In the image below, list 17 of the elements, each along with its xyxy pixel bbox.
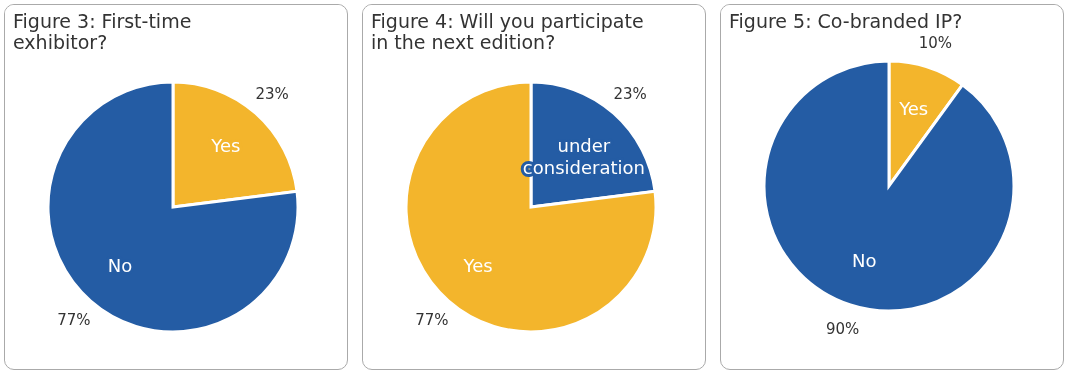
data-label: 10% (918, 34, 953, 53)
chart-title: Figure 4: Will you participate in the next edition? (371, 10, 644, 53)
data-label: 77% (415, 310, 449, 329)
data-label: 90% (825, 319, 860, 338)
data-label: 77% (57, 310, 91, 329)
chart-title: Figure 3: First-time exhibitor? (13, 10, 192, 53)
slice-label: Yes (210, 134, 241, 156)
chart-title: Figure 5: Co-branded IP? (729, 10, 963, 32)
slice-label: Yes (462, 255, 493, 277)
pie-slice (46, 80, 300, 334)
slice-label: No (852, 250, 877, 272)
pie-slice (762, 59, 1016, 313)
data-label: 23% (613, 85, 647, 104)
data-label: 23% (255, 85, 289, 104)
slice-label: Yes (898, 97, 929, 119)
pie-slice (404, 80, 658, 334)
slice-label: No (107, 255, 133, 277)
